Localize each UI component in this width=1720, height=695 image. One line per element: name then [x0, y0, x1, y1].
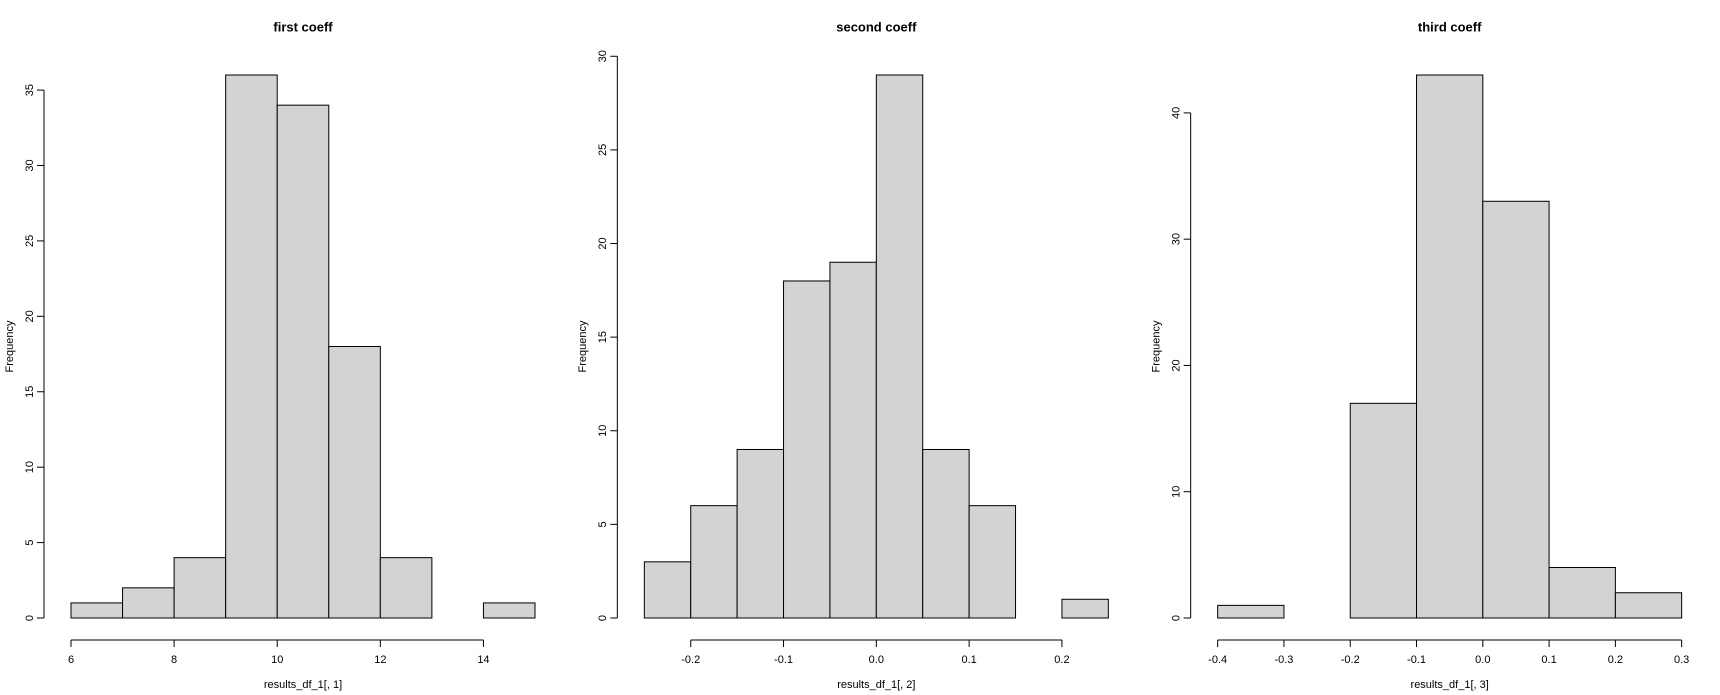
y-tick-label: 0 [1171, 615, 1183, 621]
y-tick-label: 30 [24, 159, 36, 171]
bar [122, 587, 175, 619]
bar [783, 280, 831, 619]
x-tick-label: 0.2 [1054, 654, 1069, 666]
bar [1416, 74, 1484, 619]
x-axis-label: results_df_1[, 2] [837, 679, 915, 691]
bar [968, 505, 1017, 619]
x-tick-label: 0.3 [1674, 654, 1689, 666]
x-tick-label: -0.1 [774, 654, 793, 666]
y-tick-label: 10 [24, 461, 36, 473]
y-tick-label: 0 [597, 615, 609, 621]
bar [829, 261, 877, 619]
bar [736, 448, 785, 619]
y-tick-label: 25 [24, 235, 36, 247]
bar [276, 104, 330, 619]
bar [173, 557, 227, 619]
bar [328, 346, 381, 619]
x-axis-label: results_df_1[, 1] [264, 679, 342, 691]
chart-title: second coeff [836, 19, 917, 34]
y-tick-label: 15 [24, 386, 36, 398]
y-tick-label: 5 [24, 540, 36, 546]
y-tick-label: 10 [597, 425, 609, 437]
x-tick-label: 0.0 [869, 654, 884, 666]
x-tick-label: 14 [477, 654, 489, 666]
x-tick-label: 0.1 [961, 654, 976, 666]
x-tick-label: 6 [68, 654, 74, 666]
bar [70, 602, 124, 619]
y-tick-label: 0 [24, 615, 36, 621]
x-tick-label: -0.2 [1341, 654, 1360, 666]
y-tick-label: 10 [1171, 486, 1183, 498]
x-tick-label: -0.4 [1208, 654, 1227, 666]
x-tick-label: 10 [271, 654, 283, 666]
y-tick-label: 15 [597, 331, 609, 343]
panel: second coeff results_df_1[, 2] Frequency -0… [577, 19, 1109, 691]
y-axis-label: Frequency [1151, 320, 1163, 372]
x-tick-label: 0.0 [1475, 654, 1490, 666]
x-axis-label: results_df_1[, 3] [1411, 679, 1489, 691]
y-tick-label: 20 [597, 237, 609, 249]
x-tick-label: 8 [171, 654, 177, 666]
bar [643, 561, 692, 619]
bar [225, 74, 278, 619]
y-axis-label: Frequency [577, 320, 589, 372]
x-tick-label: -0.1 [1407, 654, 1426, 666]
bar [1349, 402, 1418, 619]
y-tick-label: 20 [24, 310, 36, 322]
bar [1061, 598, 1109, 619]
panel: first coeff results_df_1[, 1] Frequency 6 8 1… [4, 19, 536, 691]
bar [690, 505, 738, 619]
x-tick-label: 0.2 [1608, 654, 1623, 666]
bar [482, 602, 536, 619]
bar [1614, 592, 1683, 619]
x-tick-label: 0.1 [1541, 654, 1556, 666]
bar [1217, 604, 1285, 619]
y-tick-label: 5 [597, 521, 609, 527]
x-tick-label: 12 [374, 654, 386, 666]
x-tick-label: -0.3 [1274, 654, 1293, 666]
chart-title: third coeff [1418, 19, 1482, 34]
y-tick-label: 35 [24, 84, 36, 96]
panel: third coeff results_df_1[, 3] Frequency -0.… [1151, 19, 1690, 690]
bar [875, 74, 924, 619]
bar [1482, 200, 1550, 619]
bar [1548, 566, 1616, 619]
y-tick-label: 25 [597, 144, 609, 156]
y-tick-label: 30 [597, 50, 609, 62]
x-tick-label: -0.2 [681, 654, 700, 666]
chart-title: first coeff [273, 19, 333, 34]
y-tick-label: 30 [1171, 233, 1183, 245]
bar [379, 557, 433, 619]
bar [922, 448, 970, 619]
y-tick-label: 20 [1171, 359, 1183, 371]
y-tick-label: 40 [1171, 107, 1183, 119]
y-axis-label: Frequency [4, 320, 16, 372]
